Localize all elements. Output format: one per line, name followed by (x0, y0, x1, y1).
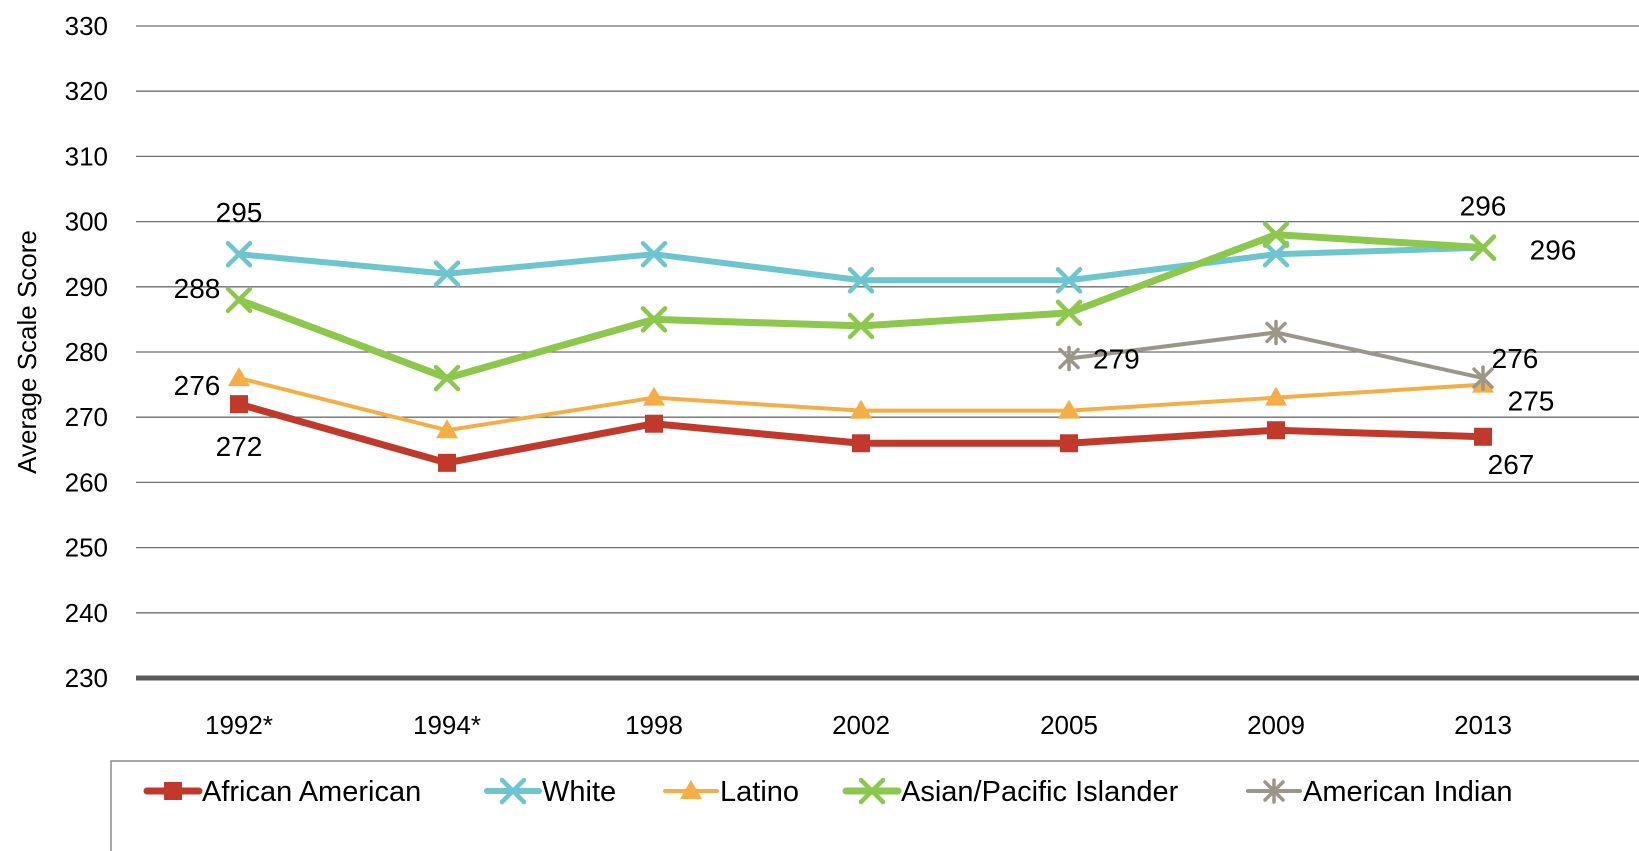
y-tick-label: 320 (65, 76, 108, 106)
y-tick-label: 270 (65, 402, 108, 432)
y-tick-label: 260 (65, 467, 108, 497)
y-tick-label: 290 (65, 272, 108, 302)
y-tick-label: 330 (65, 11, 108, 41)
legend-label: African American (202, 776, 421, 808)
data-label: 296 (1460, 191, 1507, 222)
data-label: 272 (216, 431, 263, 462)
series-white (228, 237, 1494, 292)
data-point (230, 395, 248, 413)
x-tick-label: 1998 (625, 710, 683, 740)
x-tick-label: 1994* (413, 710, 481, 740)
data-label: 279 (1093, 344, 1140, 375)
data-label: 296 (1530, 235, 1577, 266)
data-label: 267 (1488, 449, 1535, 480)
data-label: 276 (1492, 343, 1539, 374)
y-tick-label: 250 (65, 533, 108, 563)
data-point (1060, 434, 1078, 452)
x-tick-label: 2005 (1040, 710, 1098, 740)
y-axis-label: Average Scale Score (12, 230, 42, 474)
legend: African American White Latino Asian/Pacific… (111, 761, 1639, 851)
data-point (852, 434, 870, 452)
y-tick-label: 280 (65, 337, 108, 367)
data-point (1474, 428, 1492, 446)
y-tick-label: 310 (65, 141, 108, 171)
legend-label: American Indian (1303, 776, 1513, 808)
legend-label: Latino (720, 776, 799, 808)
data-point (645, 415, 663, 433)
gridlines (136, 26, 1639, 678)
y-tick-label: 300 (65, 207, 108, 237)
legend-swatch-marker (164, 782, 182, 800)
legend-label: White (542, 776, 616, 808)
x-axis-ticks: 1992* 1994* 1998 2002 2005 2009 2013 (205, 710, 1512, 740)
data-label: 276 (174, 370, 221, 401)
x-tick-label: 2002 (832, 710, 890, 740)
y-tick-label: 240 (65, 598, 108, 628)
x-tick-label: 2013 (1454, 710, 1512, 740)
legend-label: Asian/Pacific Islander (901, 776, 1179, 808)
data-label: 275 (1508, 386, 1555, 417)
series-group (228, 224, 1494, 472)
y-tick-label: 230 (65, 663, 108, 693)
data-point (1267, 421, 1285, 439)
data-point (438, 454, 456, 472)
x-tick-label: 2009 (1247, 710, 1305, 740)
series-latino (228, 367, 1494, 438)
y-axis-ticks: 230 240 250 260 270 280 290 300 310 320 330 (65, 11, 108, 693)
series-asian-pacific-islander (228, 224, 1494, 389)
data-point (228, 367, 250, 386)
data-label: 295 (216, 197, 263, 228)
data-label: 288 (174, 273, 221, 304)
x-tick-label: 1992* (205, 710, 273, 740)
series-line (239, 248, 1483, 281)
